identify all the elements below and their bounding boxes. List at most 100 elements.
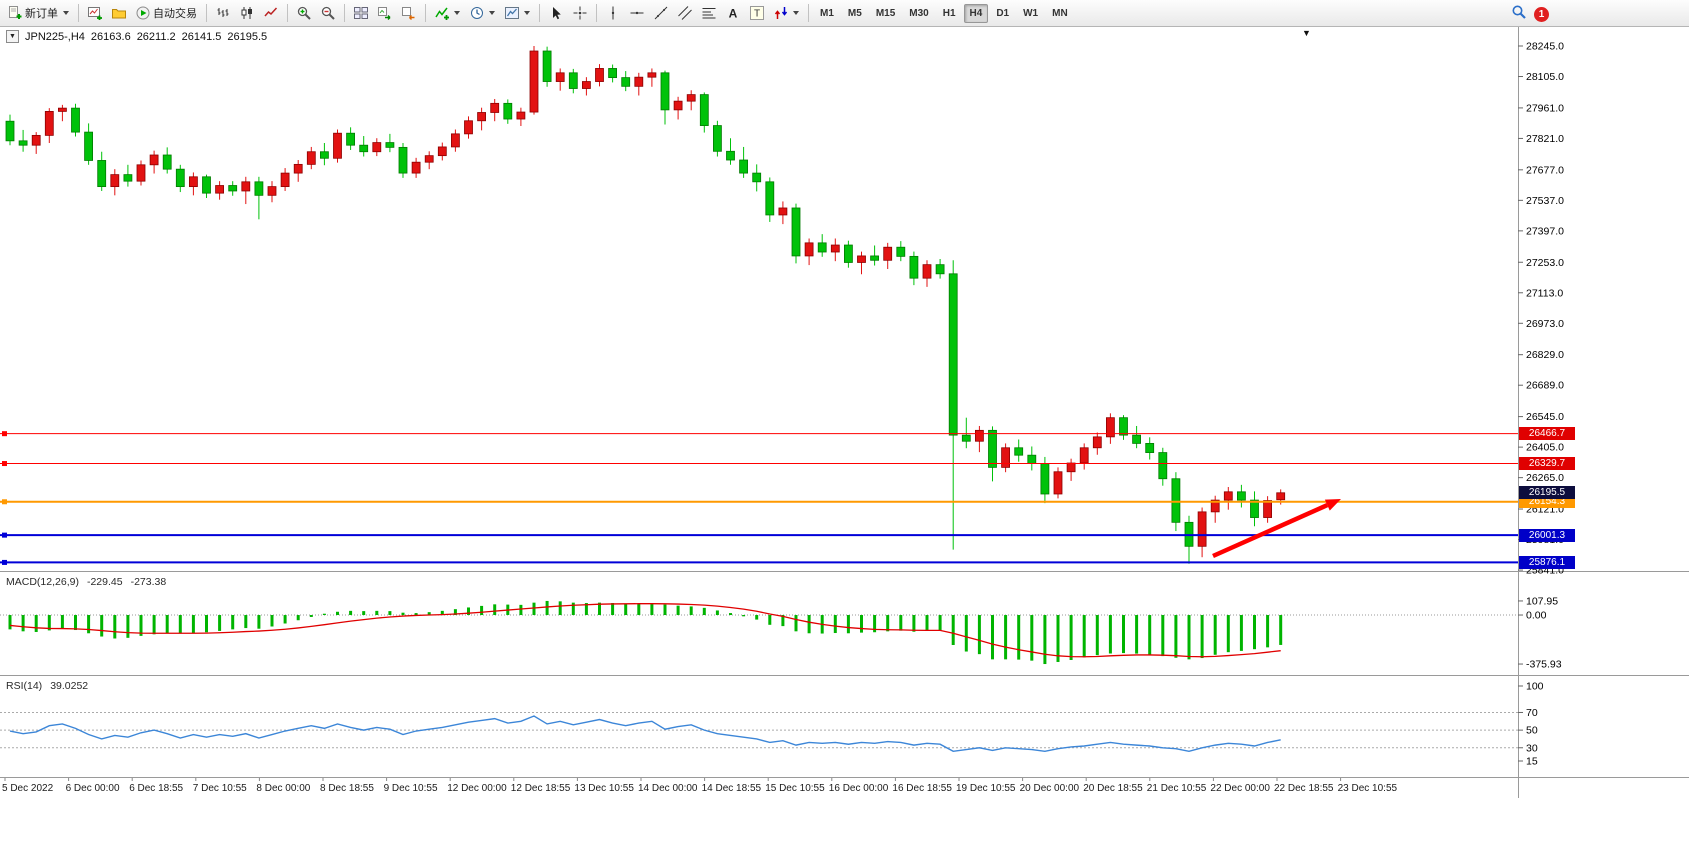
- trendline-button[interactable]: [649, 2, 673, 24]
- text-label-icon: T: [750, 6, 764, 20]
- svg-text:50: 50: [1526, 725, 1538, 737]
- chart-shift-icon: [402, 6, 416, 20]
- text-button[interactable]: A: [721, 2, 745, 24]
- svg-text:8 Dec 00:00: 8 Dec 00:00: [256, 783, 310, 794]
- timeframe-mn[interactable]: MN: [1052, 7, 1068, 19]
- arrows-button[interactable]: [769, 2, 804, 24]
- open-value: 26163.6: [90, 30, 131, 43]
- periods-button[interactable]: [465, 2, 500, 24]
- collapse-icon[interactable]: ▼: [6, 30, 19, 43]
- high-value: 26211.2: [136, 30, 176, 43]
- svg-text:-375.93: -375.93: [1526, 659, 1562, 671]
- horizontal-lines[interactable]: [0, 431, 1518, 565]
- timeframe-h1[interactable]: H1: [942, 7, 956, 19]
- svg-text:27961.0: 27961.0: [1526, 102, 1564, 114]
- zoom-out-icon: [321, 6, 335, 20]
- toolbar-separator: [287, 4, 288, 22]
- profiles-icon: [112, 6, 126, 20]
- svg-text:A: A: [729, 7, 738, 21]
- svg-text:26265.0: 26265.0: [1526, 472, 1564, 484]
- svg-text:15: 15: [1526, 756, 1538, 768]
- equidistant-channel-button[interactable]: [673, 2, 697, 24]
- auto-scroll-button[interactable]: [373, 2, 397, 24]
- toolbar-separator: [344, 4, 345, 22]
- auto-trading-button[interactable]: 自动交易: [131, 2, 202, 24]
- svg-text:22 Dec 00:00: 22 Dec 00:00: [1210, 783, 1270, 794]
- svg-text:5 Dec 2022: 5 Dec 2022: [2, 783, 54, 794]
- svg-text:26973.0: 26973.0: [1526, 318, 1564, 330]
- profiles-button[interactable]: [107, 2, 131, 24]
- svg-text:16 Dec 00:00: 16 Dec 00:00: [829, 783, 889, 794]
- chevron-down-icon: [454, 11, 460, 15]
- svg-text:9 Dec 10:55: 9 Dec 10:55: [384, 783, 438, 794]
- timeframe-w1[interactable]: W1: [1023, 7, 1039, 19]
- crosshair-button[interactable]: [568, 2, 592, 24]
- trend-arrow[interactable]: [1212, 499, 1341, 559]
- chart-canvas[interactable]: 28245.0 28105.0 27961.0 27821.0 27677.0 27537…: [0, 27, 1689, 798]
- new-chart-button[interactable]: [83, 2, 107, 24]
- svg-text:26829.0: 26829.0: [1526, 349, 1564, 361]
- svg-text:100: 100: [1526, 681, 1544, 693]
- svg-text:20 Dec 18:55: 20 Dec 18:55: [1083, 783, 1143, 794]
- cursor-button[interactable]: [544, 2, 568, 24]
- new-order-label: 新订单: [25, 8, 58, 20]
- zoom-in-button[interactable]: [292, 2, 316, 24]
- crosshair-icon: [573, 6, 587, 20]
- new-order-button[interactable]: 新订单: [3, 2, 74, 24]
- toolbar-separator: [78, 4, 79, 22]
- arrows-icon: [774, 6, 788, 20]
- bar-chart-mode-button[interactable]: [211, 2, 235, 24]
- toolbar-separator: [425, 4, 426, 22]
- svg-text:26405.0: 26405.0: [1526, 442, 1564, 454]
- zoom-in-icon: [297, 6, 311, 20]
- timeframe-m15[interactable]: M15: [875, 7, 896, 19]
- svg-text:22 Dec 18:55: 22 Dec 18:55: [1274, 783, 1334, 794]
- timeframe-m5[interactable]: M5: [847, 7, 862, 19]
- pane-separators[interactable]: [0, 27, 1689, 798]
- time-axis[interactable]: 5 Dec 2022 6 Dec 00:00 6 Dec 18:55 7 Dec 10…: [2, 778, 1398, 794]
- new-chart-icon: [88, 6, 102, 20]
- svg-text:26121.0: 26121.0: [1526, 504, 1564, 516]
- macd-value: -229.45: [86, 576, 123, 588]
- price-level-badge: 26001.3: [1519, 528, 1575, 542]
- svg-text:27397.0: 27397.0: [1526, 225, 1564, 237]
- svg-text:12 Dec 00:00: 12 Dec 00:00: [447, 783, 507, 794]
- macd-label: MACD(12,26,9): [6, 576, 79, 588]
- chart-dropdown-icon[interactable]: ▼: [1302, 28, 1311, 38]
- close-value: 26195.5: [227, 30, 268, 43]
- timeframe-h4[interactable]: H4: [963, 3, 989, 23]
- chevron-down-icon: [524, 11, 530, 15]
- svg-text:16 Dec 18:55: 16 Dec 18:55: [892, 783, 952, 794]
- fibonacci-retracement-button[interactable]: [697, 2, 721, 24]
- svg-text:28105.0: 28105.0: [1526, 71, 1564, 83]
- svg-text:27253.0: 27253.0: [1526, 257, 1564, 269]
- price-axis[interactable]: 28245.0 28105.0 27961.0 27821.0 27677.0 27537…: [1518, 41, 1564, 768]
- cursor-icon: [549, 6, 563, 20]
- indicators-icon: [435, 6, 449, 20]
- timeframe-d1[interactable]: D1: [996, 7, 1010, 19]
- svg-text:7 Dec 10:55: 7 Dec 10:55: [193, 783, 247, 794]
- timeframe-m30[interactable]: M30: [909, 7, 929, 19]
- timeframe-group: M1 M5 M15 M30 H1 H4 D1 W1 MN: [813, 3, 1075, 23]
- indicators-button[interactable]: [430, 2, 465, 24]
- svg-text:26545.0: 26545.0: [1526, 411, 1564, 423]
- svg-text:T: T: [754, 9, 760, 20]
- vertical-line-button[interactable]: [601, 2, 625, 24]
- macd-header: MACD(12,26,9) -229.45 -273.38: [6, 576, 166, 588]
- horizontal-line-button[interactable]: [625, 2, 649, 24]
- timeframe-m1[interactable]: M1: [820, 7, 834, 19]
- svg-text:27821.0: 27821.0: [1526, 133, 1564, 145]
- zoom-out-button[interactable]: [316, 2, 340, 24]
- search-icon[interactable]: [1512, 5, 1526, 24]
- tile-windows-icon: [354, 6, 368, 20]
- trendline-icon: [654, 6, 668, 20]
- rsi-label: RSI(14): [6, 680, 43, 692]
- chart-shift-button[interactable]: [397, 2, 421, 24]
- line-chart-mode-button[interactable]: [259, 2, 283, 24]
- templates-button[interactable]: [500, 2, 535, 24]
- notification-badge[interactable]: 1: [1534, 7, 1549, 22]
- tile-windows-button[interactable]: [349, 2, 373, 24]
- candlestick-mode-button[interactable]: [235, 2, 259, 24]
- text-label-button[interactable]: T: [745, 2, 769, 24]
- low-value: 26141.5: [181, 30, 222, 43]
